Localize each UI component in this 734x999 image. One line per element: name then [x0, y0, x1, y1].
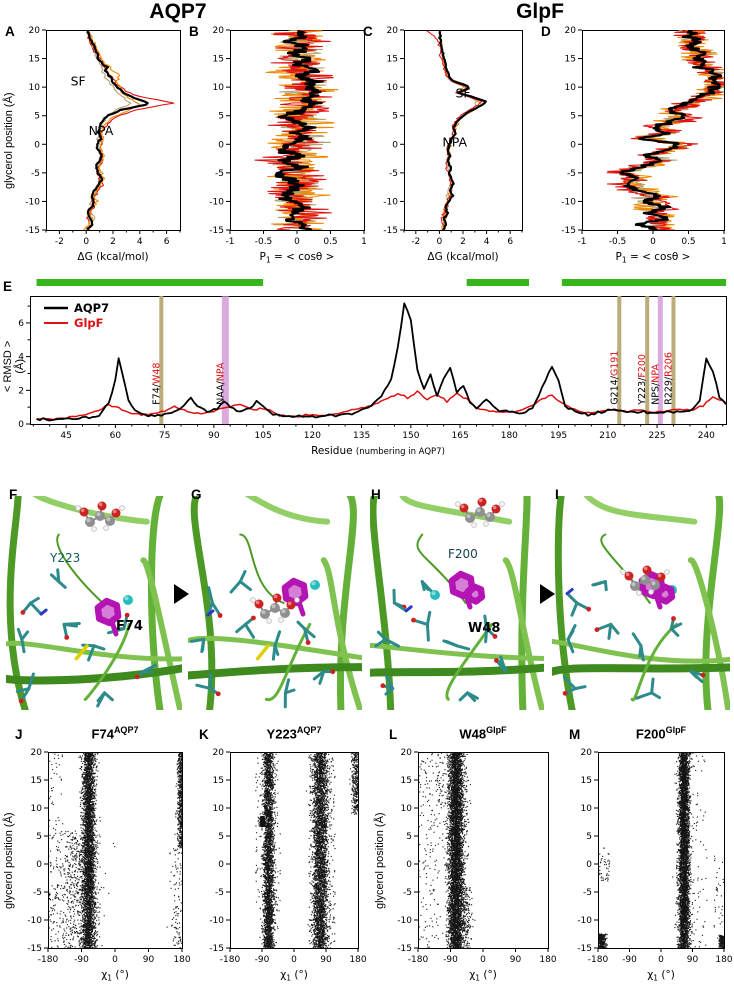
panel-letter-j: J [15, 727, 23, 742]
ylabel-glycerol-row1: glycerol position (Å) [3, 92, 15, 189]
panel-letter-f: F [9, 487, 18, 502]
panel-letter-b: B [189, 24, 199, 39]
title-sup: GlpF [486, 725, 507, 735]
title-sup: GlpF [665, 725, 687, 735]
ylabel-glycerol-l: glycerol position (Å) [374, 812, 386, 909]
group-title-aqp7: AQP7 [149, 0, 207, 23]
panel-f-structure [6, 496, 182, 710]
title-panel-m: F200GlpF [591, 725, 731, 741]
title-base: F74 [91, 726, 114, 742]
title-base: W48 [459, 726, 487, 742]
panel-c-chart [370, 24, 530, 276]
panel-l-chart [384, 744, 556, 992]
panel-e-chart [0, 276, 734, 462]
title-base: Y223 [266, 726, 297, 742]
panel-b-chart [196, 24, 372, 276]
panel-letter-k: K [199, 727, 209, 742]
panel-a-chart [12, 24, 188, 276]
panel-letter-m: M [569, 727, 581, 742]
group-title-glpf: GlpF [516, 0, 564, 23]
title-base: F200 [635, 726, 666, 742]
title-panel-l: W48GlpF [413, 725, 553, 741]
transition-arrow-fg [174, 584, 189, 604]
panel-letter-c: C [363, 24, 373, 39]
ylabel-rmsd: < RMSD > (Å) [2, 341, 26, 392]
panel-letter-a: A [5, 24, 15, 39]
ylabel-glycerol-j: glycerol position (Å) [3, 812, 15, 909]
panel-i-structure [552, 496, 730, 710]
title-sup: AQP7 [296, 725, 322, 735]
panel-letter-l: L [389, 727, 398, 742]
panel-letter-g: G [191, 487, 202, 502]
panel-letter-d: D [541, 24, 551, 39]
panel-letter-i: I [555, 487, 559, 502]
ylabel-rmsd-line2: (Å) [14, 358, 26, 374]
panel-letter-h: H [371, 487, 381, 502]
panel-m-chart [564, 744, 732, 992]
panel-letter-e: E [3, 279, 13, 294]
ylabel-rmsd-line1: < RMSD > [2, 340, 14, 392]
transition-arrow-hi [540, 584, 555, 604]
panel-d-chart [548, 24, 732, 276]
panel-k-chart [196, 744, 366, 992]
title-panel-j: F74AQP7 [45, 725, 185, 741]
title-panel-k: Y223AQP7 [224, 725, 364, 741]
panel-g-structure [188, 496, 362, 710]
panel-h-structure [370, 496, 544, 710]
panel-j-chart [14, 744, 190, 992]
title-sup: AQP7 [113, 725, 139, 735]
